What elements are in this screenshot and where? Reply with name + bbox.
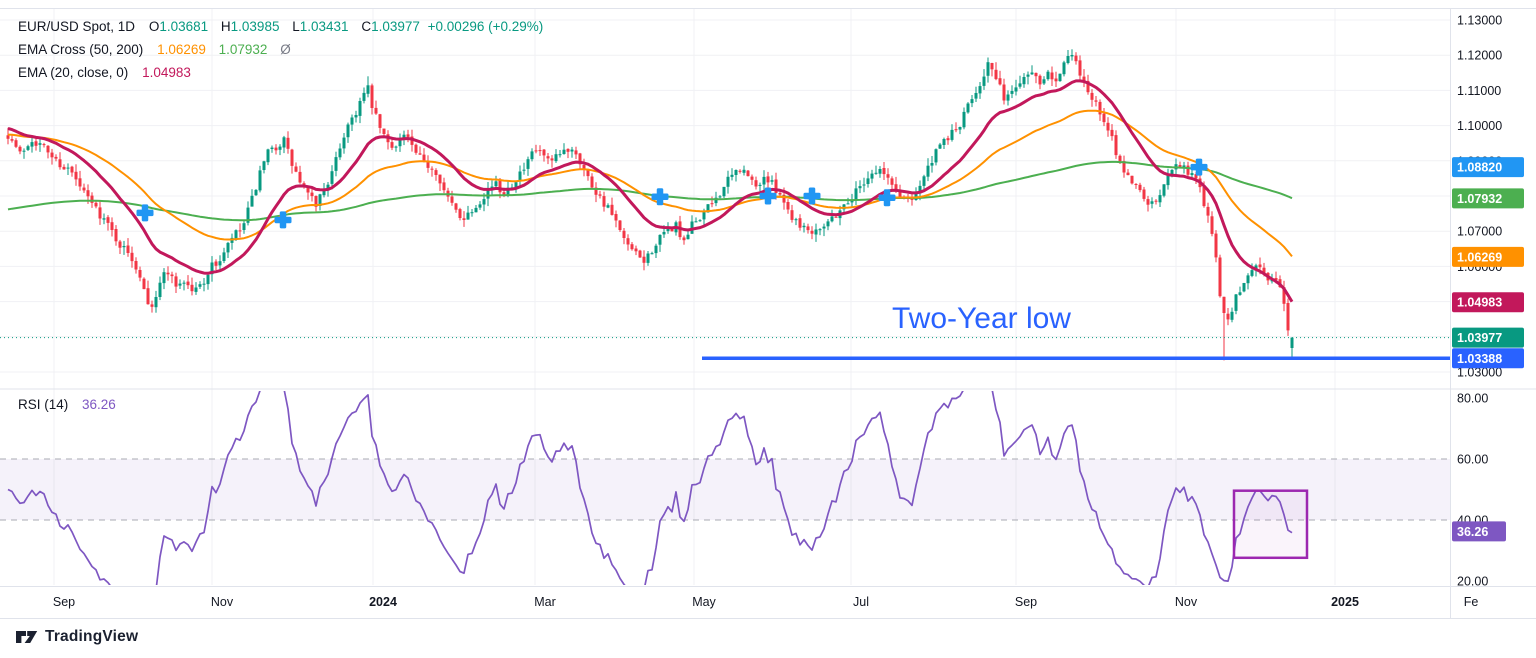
symbol-title[interactable]: EUR/USD Spot, 1D — [18, 19, 136, 34]
ema50-line[interactable] — [7, 109, 1293, 258]
time-axis-label[interactable]: Sep — [1015, 595, 1037, 609]
price-badge: 1.04983 — [1457, 296, 1502, 310]
axis-price-badges: 1.08820 1.07932 1.06269 1.04983 1.03977 1.033… — [1452, 157, 1524, 542]
price-tick-label[interactable]: 1.13000 — [1457, 14, 1502, 28]
tradingview-logo[interactable]: TradingView — [16, 626, 138, 648]
time-axis-label[interactable]: Nov — [1175, 595, 1198, 609]
rsi-panel — [0, 389, 1450, 590]
rsi-tick-label[interactable]: 60.00 — [1457, 453, 1488, 467]
rsi-label[interactable]: RSI (14) — [18, 397, 69, 412]
price-badge: 1.07932 — [1457, 192, 1502, 206]
ema-cross-label[interactable]: EMA Cross (50, 200) — [18, 42, 144, 57]
ema20-line[interactable] — [7, 79, 1294, 303]
candlestick-series — [6, 49, 1294, 361]
price-badge: 1.08820 — [1457, 161, 1502, 175]
time-axis-label[interactable]: 2024 — [369, 595, 397, 609]
ema-cross-row: EMA Cross (50, 200) 1.06269 1.07932 Ø — [18, 38, 552, 61]
high-value: 1.03985 — [230, 19, 280, 34]
ema-lines — [7, 79, 1294, 303]
low-label: L — [292, 19, 300, 34]
ema20-label[interactable]: EMA (20, close, 0) — [18, 65, 129, 80]
price-tick-label[interactable]: 1.03000 — [1457, 366, 1502, 380]
time-axis-label[interactable]: May — [692, 595, 716, 609]
rsi-value: 36.26 — [82, 397, 116, 412]
time-axis-label[interactable]: Nov — [211, 595, 234, 609]
indicator-legend: EUR/USD Spot, 1D O1.03681 H1.03985 L1.03… — [18, 15, 552, 84]
tradingview-logo-text: TradingView — [45, 628, 139, 645]
close-value: 1.03977 — [371, 19, 420, 34]
price-badge: 1.06269 — [1457, 250, 1502, 264]
panel-separators — [0, 8, 1536, 619]
rsi-badge: 36.26 — [1457, 525, 1488, 539]
time-axis-label[interactable]: Jul — [853, 595, 869, 609]
price-tick-label[interactable]: 1.10000 — [1457, 119, 1502, 133]
low-value: 1.03431 — [299, 19, 349, 34]
rsi-tick-label[interactable]: 20.00 — [1457, 575, 1488, 589]
close-label: C — [361, 19, 372, 34]
tradingview-logo-icon — [16, 631, 38, 643]
open-value: 1.03681 — [159, 19, 209, 34]
ema20-value: 1.04983 — [142, 65, 191, 80]
rsi-line[interactable] — [7, 389, 1293, 590]
ema200-line[interactable] — [7, 160, 1293, 222]
symbol-ohlc-row: EUR/USD Spot, 1D O1.03681 H1.03985 L1.03… — [18, 15, 552, 38]
time-axis-label[interactable]: 2025 — [1331, 595, 1359, 609]
price-tick-label[interactable]: 1.11000 — [1457, 84, 1501, 98]
rsi-highlight-box[interactable] — [1232, 489, 1309, 560]
ema-cross-markers — [136, 158, 1208, 229]
two-year-low-annotation[interactable]: Two-Year low — [892, 302, 1071, 335]
price-tick-label[interactable]: 1.07000 — [1457, 225, 1502, 239]
open-label: O — [148, 19, 160, 34]
ema50-value: 1.06269 — [157, 42, 206, 57]
price-tick-label[interactable]: 1.12000 — [1457, 49, 1502, 63]
time-axis-label[interactable]: Fe — [1464, 595, 1479, 609]
time-axis[interactable]: Sep Nov 2024 Mar May Jul Sep Nov 2025 Fe — [53, 595, 1478, 609]
cross-symbol: Ø — [280, 42, 291, 57]
price-badge: 1.03977 — [1457, 331, 1502, 345]
rsi-tick-label[interactable]: 80.00 — [1457, 392, 1488, 406]
price-badge: 1.03388 — [1457, 352, 1502, 366]
rsi-legend: RSI (14) 36.26 — [18, 397, 116, 412]
high-label: H — [220, 19, 231, 34]
change-value: +0.00296 (+0.29%) — [427, 19, 544, 34]
time-axis-label[interactable]: Mar — [534, 595, 556, 609]
ema20-row: EMA (20, close, 0) 1.04983 — [18, 61, 552, 84]
ema200-value: 1.07932 — [218, 42, 268, 57]
time-axis-label[interactable]: Sep — [53, 595, 75, 609]
